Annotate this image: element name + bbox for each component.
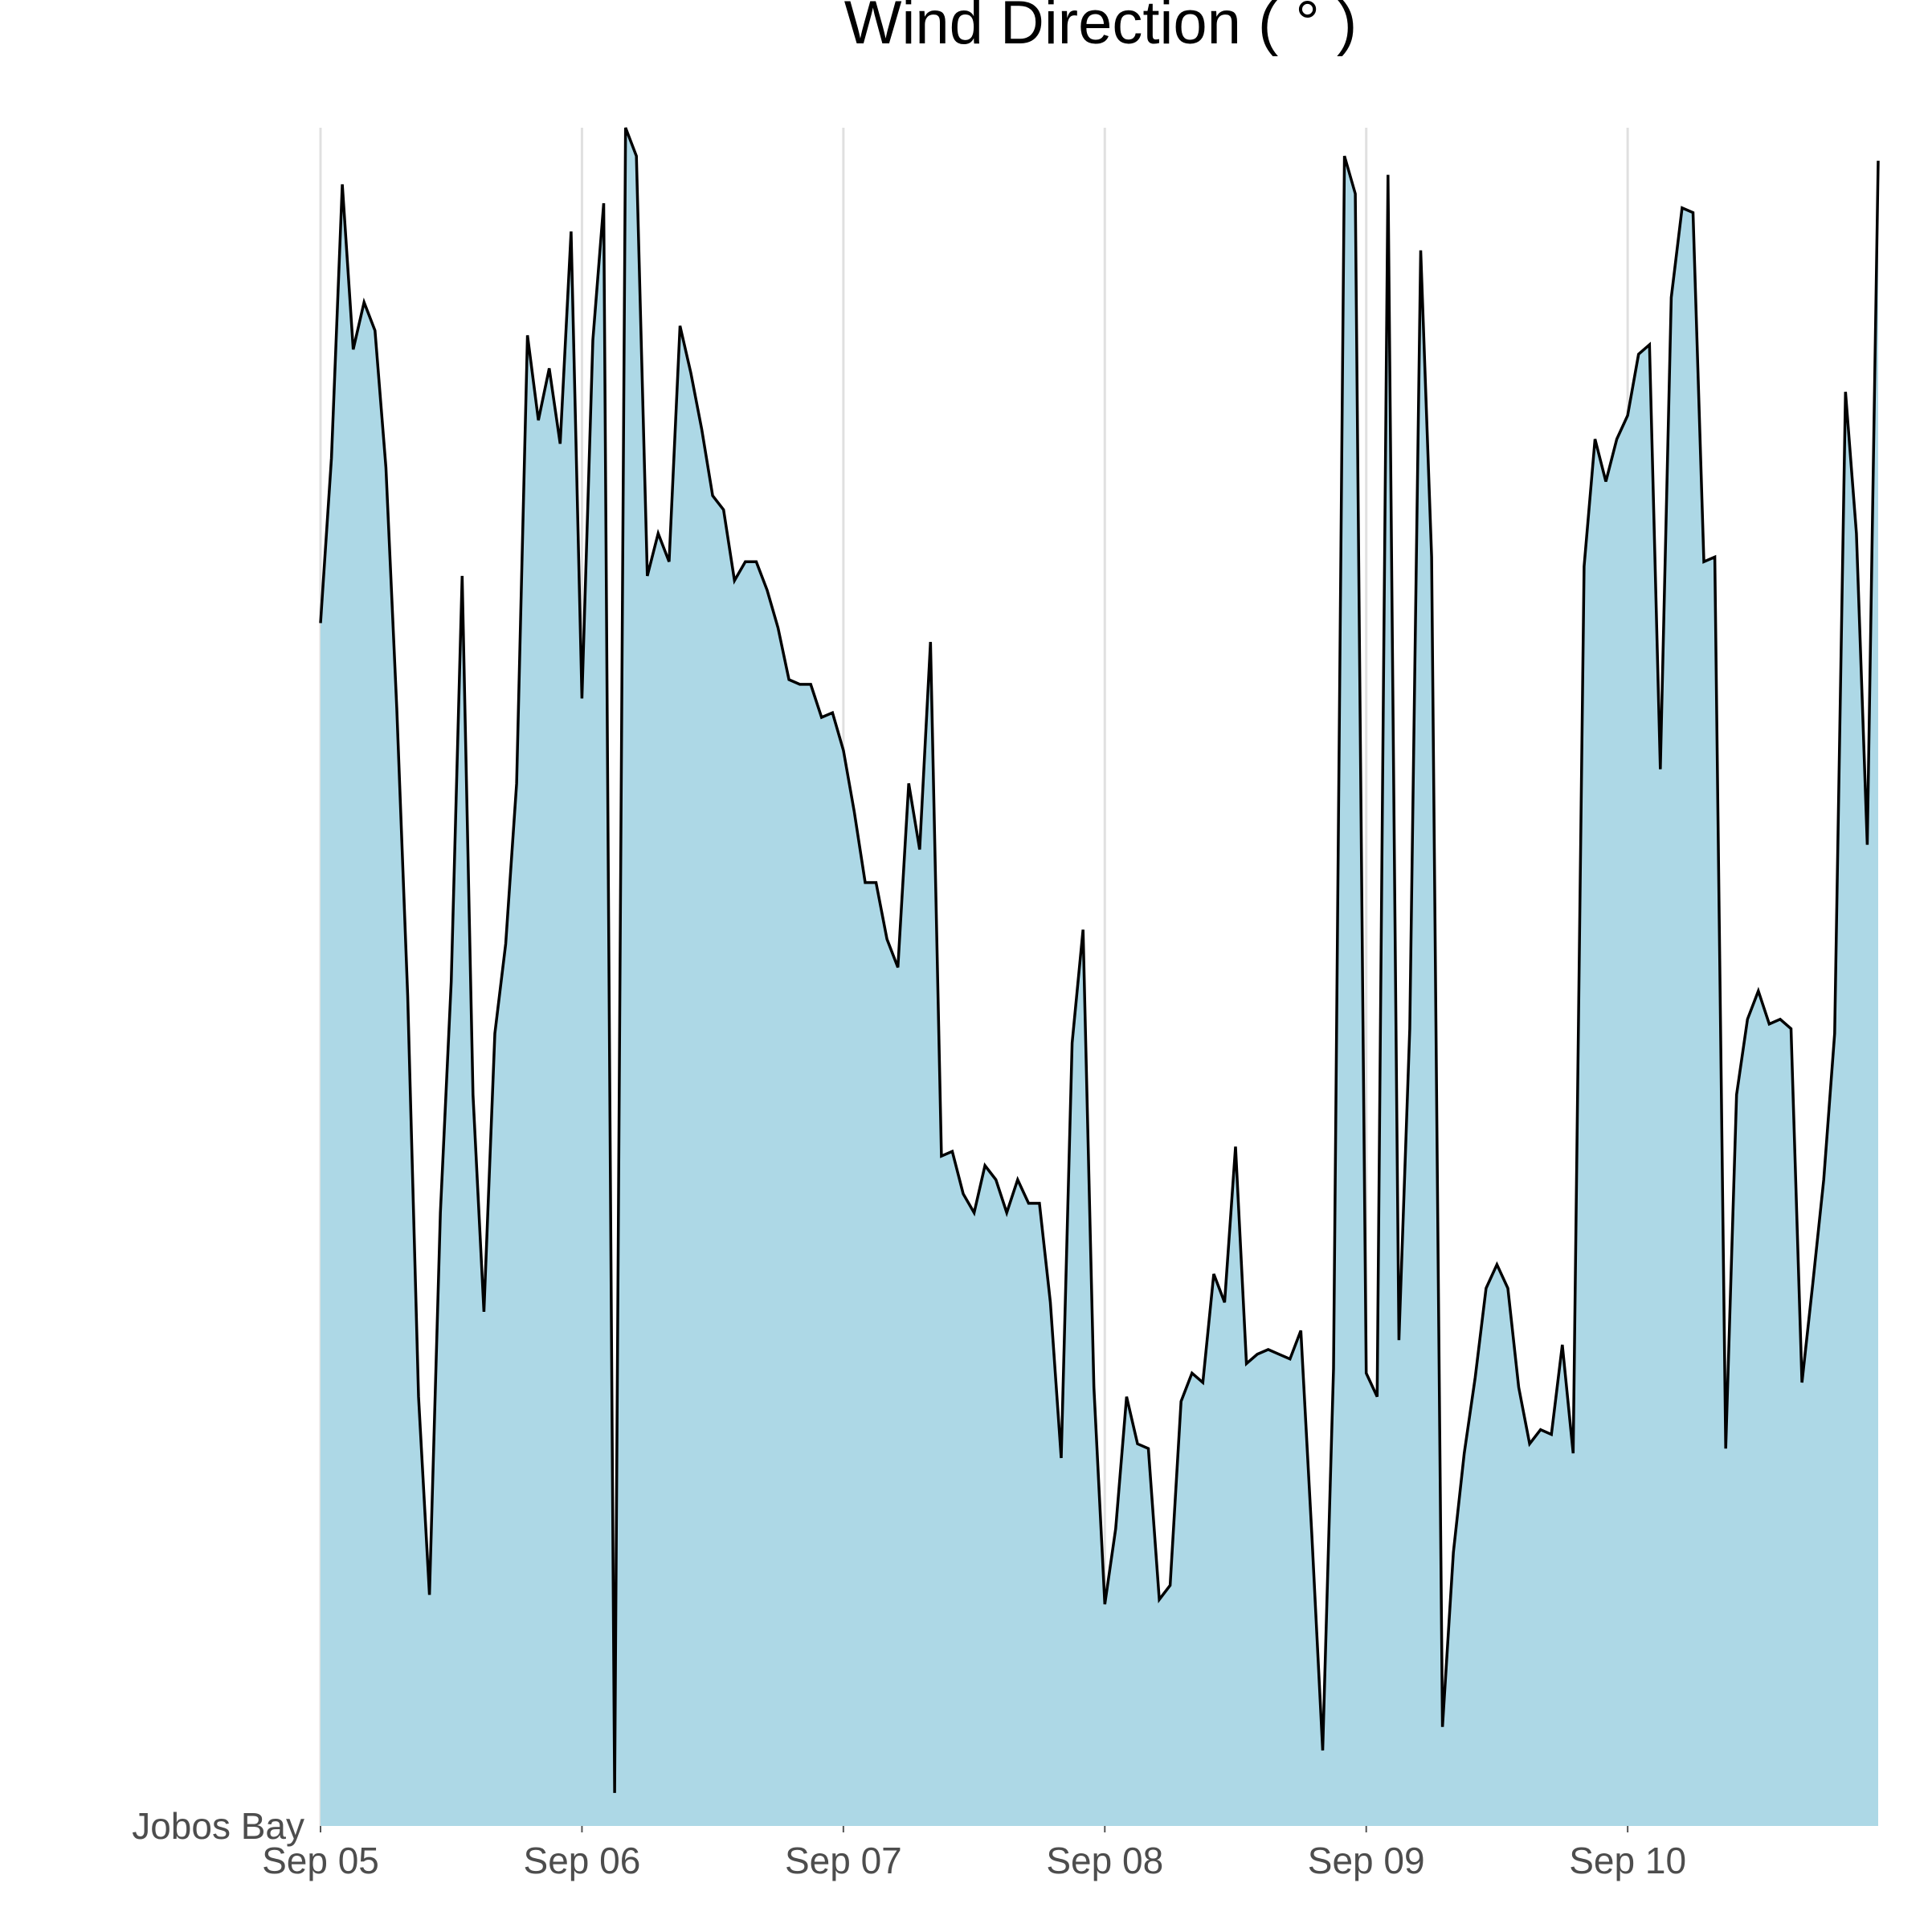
area-fill bbox=[321, 128, 1878, 1826]
x-tick-label: Sep 10 bbox=[1569, 1840, 1686, 1881]
chart-title: Wind Direction ( ° ) bbox=[844, 0, 1358, 57]
y-category-label: Jobos Bay bbox=[132, 1805, 304, 1847]
x-tick-label: Sep 06 bbox=[524, 1840, 641, 1881]
x-tick-label: Sep 09 bbox=[1308, 1840, 1425, 1881]
area-line bbox=[319, 127, 1880, 1793]
x-tick-label: Sep 07 bbox=[785, 1840, 902, 1881]
x-tick-label: Sep 08 bbox=[1046, 1840, 1163, 1881]
x-tick-label: Sep 05 bbox=[262, 1840, 379, 1881]
